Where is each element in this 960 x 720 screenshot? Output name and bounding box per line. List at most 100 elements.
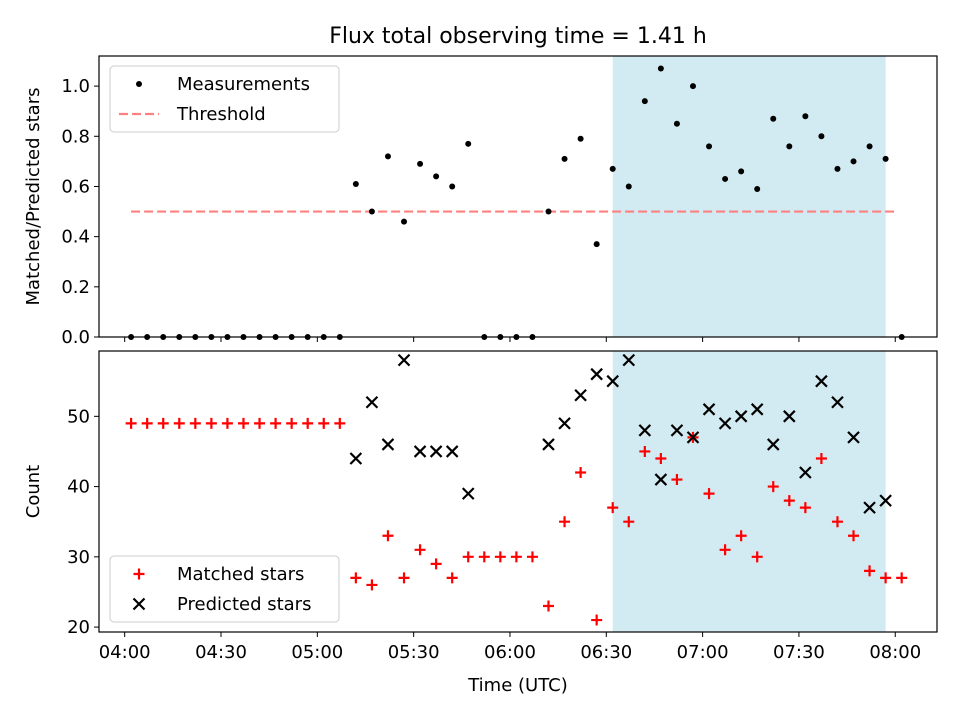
predicted-star-point: [670, 424, 684, 437]
matched-star-point: [173, 417, 185, 429]
y-tick-label: 0.8: [61, 126, 90, 147]
x-tick-label: 07:30: [773, 642, 825, 663]
legend-label: Threshold: [176, 104, 266, 125]
measurement-point: [352, 180, 359, 187]
matched-star-point: [607, 502, 619, 514]
x-tick-label: 04:30: [195, 642, 247, 663]
matched-star-point: [799, 502, 811, 514]
measurement-point: [834, 165, 841, 172]
axes-frame: [98, 350, 938, 633]
x-tick-label: 05:00: [291, 642, 343, 663]
matched-star-point: [141, 417, 153, 429]
measurement-point: [625, 183, 632, 190]
matched-star-point: [478, 551, 490, 563]
measurement-point: [754, 185, 761, 192]
y-axis-label: Matched/Predicted stars: [23, 88, 44, 306]
measurement-point: [770, 115, 777, 122]
legend: Matched stars Predicted stars: [109, 555, 340, 623]
predicted-star-point: [815, 374, 828, 388]
x-tick-label: 07:00: [677, 642, 729, 663]
predicted-star-point: [622, 353, 636, 367]
measurement-point: [657, 65, 664, 72]
predicted-star-point: [574, 388, 587, 402]
matched-star-point: [623, 516, 635, 528]
predicted-star-point: [638, 424, 652, 437]
bottom-plot: 04:00 04:30 05:00 05:30 06:00 06:30 07:00 07:30…: [23, 350, 938, 696]
matched-star-point: [125, 417, 137, 429]
y-tick-label: 30: [67, 547, 90, 568]
measurement-point: [882, 155, 889, 162]
matched-star-point: [783, 495, 795, 507]
matched-star-point: [446, 572, 458, 584]
predicted-star-point: [445, 445, 459, 458]
matched-star-point: [848, 530, 860, 542]
measurement-point: [561, 155, 568, 162]
matched-star-point: [831, 516, 843, 528]
predicted-star-point: [381, 438, 395, 451]
y-tick-label: 1.0: [61, 76, 90, 97]
legend: Measurements Threshold: [109, 65, 340, 133]
measurement-point: [433, 173, 440, 180]
matched-star-point: [815, 452, 827, 464]
predicted-star-point: [879, 494, 892, 507]
measurement-point: [384, 153, 391, 160]
matched-star-point: [221, 417, 233, 429]
matched-star-point: [639, 445, 651, 457]
measurement-point: [593, 241, 600, 248]
matched-star-point: [237, 417, 249, 429]
y-tick-label: 0.6: [61, 176, 90, 197]
legend-marker-matched: [133, 568, 145, 580]
predicted-star-point: [590, 367, 603, 381]
predicted-star-point: [397, 353, 411, 367]
matched-star-point: [559, 516, 571, 528]
matched-star-point: [302, 417, 314, 429]
matched-star-point: [735, 530, 747, 542]
measurement-point: [368, 208, 375, 215]
x-axis-label: Time (UTC): [467, 675, 568, 696]
x-tick-label: 06:00: [484, 642, 536, 663]
predicted-star-point: [461, 487, 475, 500]
predicted-star-point: [365, 396, 379, 409]
highlight-span: [612, 351, 886, 632]
predicted-star-point: [847, 431, 860, 444]
predicted-star-point: [654, 473, 668, 486]
matched-star-point: [189, 417, 201, 429]
measurement-point: [417, 160, 424, 167]
chart-title: Flux total observing time = 1.41 h: [329, 24, 707, 49]
matched-star-point: [671, 474, 683, 486]
matched-star-point: [543, 600, 555, 612]
highlight-span: [612, 56, 886, 337]
measurement-point: [706, 143, 713, 150]
y-tick-label: 20: [67, 617, 90, 638]
matched-star-point: [382, 530, 394, 542]
predicted-star-point: [606, 374, 619, 388]
measurement-point: [802, 113, 809, 120]
matched-star-point: [318, 417, 330, 429]
predicted-star-point: [558, 417, 571, 430]
predicted-star-point: [542, 438, 555, 451]
matched-star-point: [575, 467, 587, 479]
matched-star-point: [655, 452, 667, 464]
measurement-point: [641, 98, 648, 105]
measurement-point: [545, 208, 552, 215]
predicted-star-point: [766, 438, 780, 451]
predicted-star-point: [750, 403, 764, 416]
legend-marker-measurements: [136, 81, 142, 87]
x-tick-label: 05:30: [388, 642, 440, 663]
matched-star-point: [205, 417, 217, 429]
measurement-point: [577, 135, 584, 142]
legend-frame: [109, 555, 340, 623]
matched-star-point: [494, 551, 506, 563]
measurement-point: [866, 143, 873, 150]
matched-star-point: [591, 614, 603, 626]
matched-star-point: [350, 572, 362, 584]
matched-star-point: [880, 572, 892, 584]
measurement-point: [449, 183, 456, 190]
matched-star-point: [414, 544, 426, 556]
matched-star-point: [398, 572, 410, 584]
matched-star-point: [864, 565, 876, 577]
predicted-star-point: [863, 501, 876, 514]
matched-star-point: [270, 417, 282, 429]
measurement-point: [465, 140, 472, 147]
y-tick-label: 40: [67, 477, 90, 498]
